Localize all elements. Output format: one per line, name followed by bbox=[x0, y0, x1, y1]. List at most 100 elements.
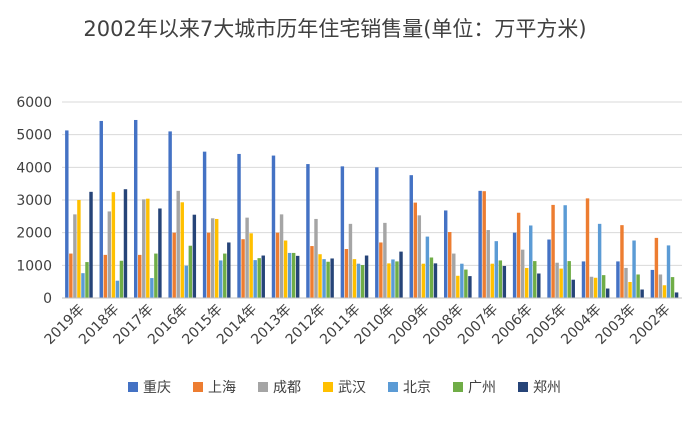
bar bbox=[188, 245, 193, 298]
bar bbox=[551, 204, 555, 298]
bar bbox=[249, 233, 253, 298]
bar bbox=[413, 202, 418, 298]
bar bbox=[223, 253, 227, 298]
bar bbox=[654, 237, 659, 298]
bar bbox=[494, 241, 498, 298]
bar bbox=[364, 255, 369, 298]
bar bbox=[314, 218, 318, 298]
bar bbox=[443, 210, 448, 298]
bar bbox=[670, 277, 675, 298]
bar bbox=[516, 212, 521, 298]
bar bbox=[287, 252, 292, 298]
bar bbox=[502, 265, 507, 298]
bar bbox=[107, 211, 112, 298]
bar bbox=[146, 198, 150, 298]
bar bbox=[391, 259, 395, 298]
bar bbox=[482, 191, 486, 298]
bar bbox=[176, 190, 180, 298]
bar bbox=[202, 151, 207, 298]
bar bbox=[486, 230, 490, 298]
bar bbox=[271, 155, 276, 298]
bar bbox=[352, 259, 357, 298]
bar bbox=[425, 236, 430, 298]
bar bbox=[409, 175, 413, 298]
y-tick-label: 1000 bbox=[16, 258, 52, 274]
bar bbox=[241, 239, 245, 298]
bar bbox=[605, 288, 610, 298]
bar bbox=[433, 263, 438, 298]
bar bbox=[632, 240, 636, 298]
bar bbox=[520, 249, 525, 298]
y-tick-label: 4000 bbox=[16, 160, 52, 176]
bar bbox=[624, 267, 628, 298]
bar bbox=[498, 260, 503, 298]
bar bbox=[310, 246, 314, 298]
bar bbox=[636, 274, 640, 298]
bar bbox=[395, 261, 399, 298]
bar bbox=[537, 273, 541, 298]
bar bbox=[261, 255, 265, 298]
legend-label: 北京 bbox=[403, 380, 431, 396]
bar bbox=[375, 167, 379, 298]
bar bbox=[295, 255, 300, 298]
legend-swatch bbox=[128, 382, 138, 392]
bar bbox=[245, 217, 249, 298]
legend-swatch bbox=[518, 382, 528, 392]
bar bbox=[214, 218, 219, 298]
bar bbox=[219, 260, 223, 298]
bar bbox=[73, 214, 77, 298]
bar bbox=[111, 192, 116, 298]
legend-label: 上海 bbox=[208, 380, 236, 396]
bar bbox=[154, 253, 158, 298]
bar bbox=[142, 199, 146, 298]
bar bbox=[99, 120, 103, 298]
bar bbox=[103, 254, 108, 298]
y-tick-label: 3000 bbox=[16, 193, 52, 209]
bar bbox=[77, 200, 81, 298]
bar bbox=[597, 223, 602, 298]
legend-swatch bbox=[258, 382, 268, 392]
bar bbox=[344, 249, 349, 298]
bar bbox=[192, 214, 197, 298]
chart-title: 2002年以来7大城市历年住宅销售量(单位：万平方米) bbox=[83, 17, 587, 41]
bar bbox=[452, 253, 456, 298]
bar bbox=[306, 164, 310, 298]
bar bbox=[168, 131, 172, 298]
bar bbox=[387, 263, 391, 298]
bar bbox=[640, 289, 644, 298]
legend-label: 重庆 bbox=[143, 380, 171, 396]
bar bbox=[571, 279, 575, 298]
bar bbox=[628, 281, 632, 298]
bar bbox=[490, 263, 494, 298]
bar bbox=[460, 263, 464, 298]
bar bbox=[180, 202, 184, 298]
bar bbox=[662, 285, 667, 298]
bar bbox=[119, 260, 124, 298]
legend-label: 武汉 bbox=[338, 380, 366, 396]
bar bbox=[581, 261, 586, 298]
bar bbox=[529, 225, 533, 298]
bar bbox=[322, 259, 326, 298]
bar bbox=[448, 232, 452, 298]
bar bbox=[283, 240, 288, 298]
bar bbox=[593, 277, 598, 298]
bar bbox=[650, 269, 655, 298]
bar bbox=[468, 276, 472, 298]
bar bbox=[257, 258, 261, 298]
bar bbox=[464, 269, 468, 298]
bar bbox=[674, 292, 679, 298]
legend-label: 成都 bbox=[273, 380, 301, 396]
bar bbox=[69, 253, 73, 298]
bar bbox=[383, 222, 387, 298]
bar bbox=[547, 239, 551, 298]
bar bbox=[567, 261, 571, 298]
legend-swatch bbox=[193, 382, 203, 392]
bar bbox=[533, 261, 537, 298]
bar bbox=[589, 276, 594, 298]
y-tick-label: 2000 bbox=[16, 226, 52, 242]
bar bbox=[478, 190, 482, 298]
bar bbox=[275, 232, 280, 298]
bar bbox=[559, 268, 563, 298]
